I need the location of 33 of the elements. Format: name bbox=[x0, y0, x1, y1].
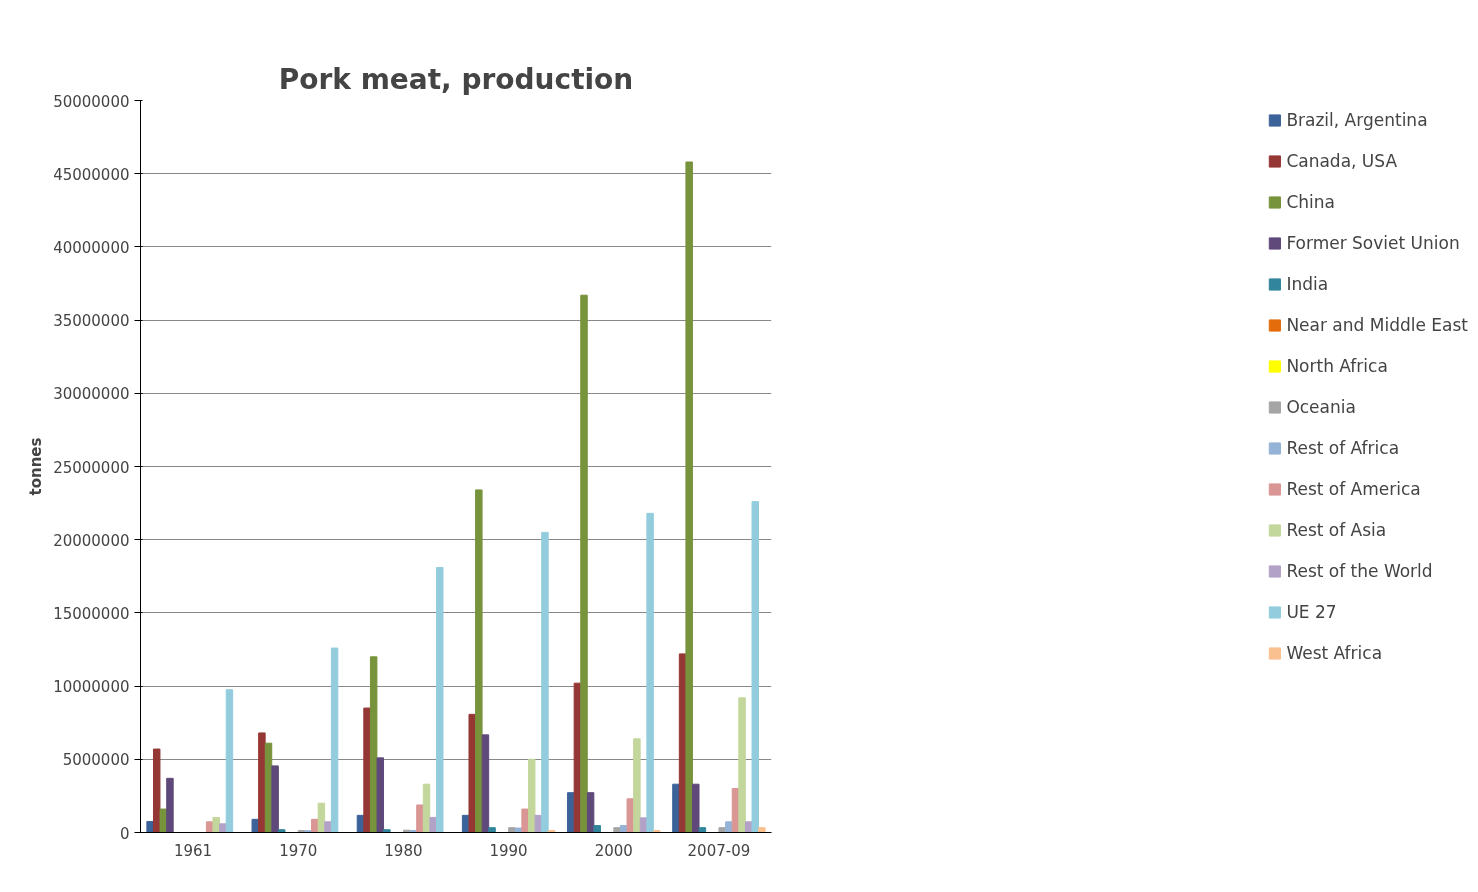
y-tick-label: 30000000 bbox=[53, 385, 130, 404]
legend-label: Canada, USA bbox=[1286, 151, 1398, 171]
legend-label: Oceania bbox=[1286, 397, 1356, 417]
y-tick-label: 20000000 bbox=[53, 531, 130, 550]
y-tick-label: 40000000 bbox=[53, 238, 130, 257]
legend-label: Rest of America bbox=[1286, 479, 1421, 499]
y-tick-label: 50000000 bbox=[53, 92, 130, 111]
legend-label: Rest of the World bbox=[1286, 561, 1433, 581]
legend-label: Near and Middle East bbox=[1286, 315, 1468, 335]
y-tick-label: 0 bbox=[119, 824, 130, 843]
x-tick-label: 1970 bbox=[279, 841, 318, 860]
x-tick-label: 1961 bbox=[174, 841, 213, 860]
y-tick-label: 10000000 bbox=[53, 678, 130, 697]
legend-label: North Africa bbox=[1286, 356, 1388, 376]
legend-label: West Africa bbox=[1286, 643, 1383, 663]
chart-title: Pork meat, production bbox=[278, 62, 634, 96]
x-tick-label: 1990 bbox=[489, 841, 528, 860]
legend-label: Brazil, Argentina bbox=[1286, 110, 1428, 130]
legend-label: India bbox=[1286, 274, 1329, 294]
y-tick-label: 15000000 bbox=[53, 604, 130, 623]
x-tick-label: 2000 bbox=[594, 841, 633, 860]
y-tick-label: 35000000 bbox=[53, 312, 130, 331]
y-tick-label: 25000000 bbox=[53, 458, 130, 477]
legend-label: Rest of Asia bbox=[1286, 520, 1387, 540]
legend-label: China bbox=[1286, 192, 1335, 212]
x-tick-label: 2007-09 bbox=[687, 841, 751, 860]
x-tick-label: 1980 bbox=[384, 841, 423, 860]
legend-label: Rest of Africa bbox=[1286, 438, 1400, 458]
y-axis-title: tonnes bbox=[27, 437, 46, 496]
y-tick-label: 45000000 bbox=[53, 165, 130, 184]
legend-label: UE 27 bbox=[1286, 602, 1337, 622]
legend-label: Former Soviet Union bbox=[1286, 233, 1460, 253]
y-tick-label: 5000000 bbox=[62, 751, 130, 770]
